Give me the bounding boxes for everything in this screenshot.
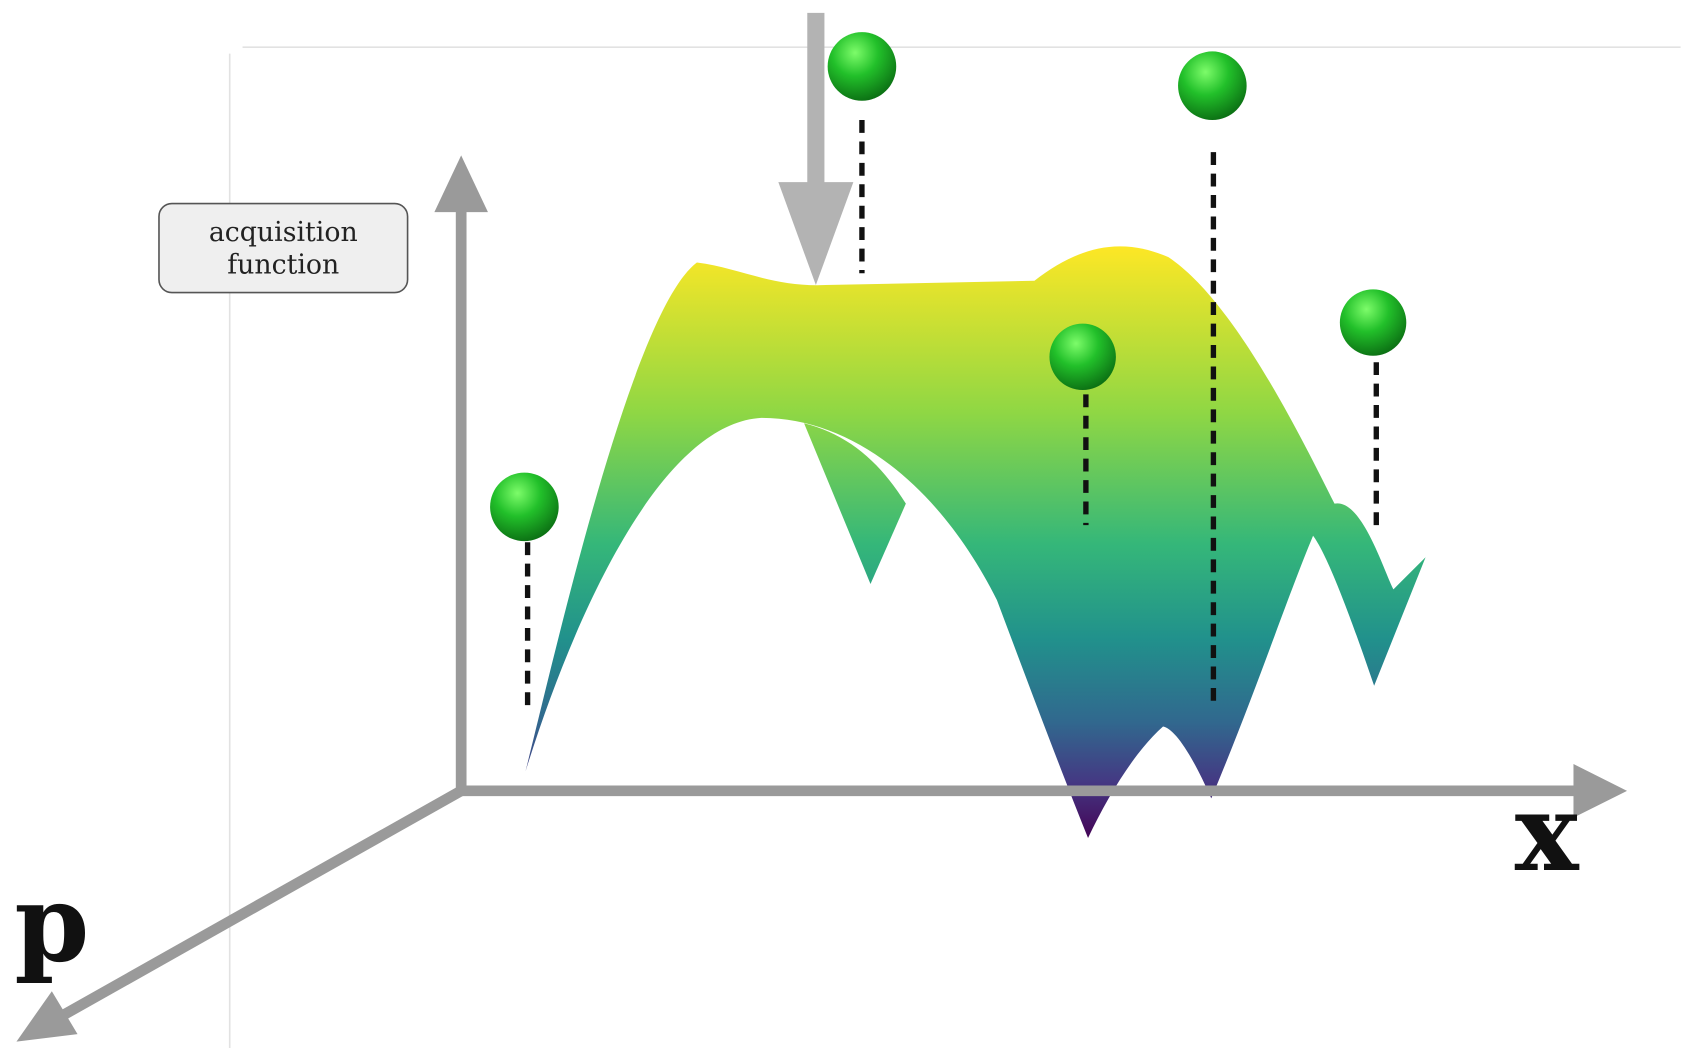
sample-point — [1049, 324, 1115, 390]
axis-label: x — [1515, 770, 1580, 896]
sample-point — [490, 473, 559, 542]
label-line: function — [227, 249, 339, 280]
pointer-arrow-head — [778, 182, 853, 285]
diagram: acquisition function x p — [0, 0, 1681, 1048]
sample-point — [828, 32, 897, 101]
arrow-head — [1573, 764, 1627, 818]
arrow-head — [434, 155, 488, 212]
axis-label: p — [14, 861, 89, 987]
sample-point — [1178, 51, 1247, 120]
label-line: acquisition — [209, 217, 358, 248]
p-axis — [49, 791, 462, 1024]
surface — [525, 246, 1425, 838]
surface-body — [525, 246, 1425, 838]
sample-point — [1340, 289, 1406, 355]
